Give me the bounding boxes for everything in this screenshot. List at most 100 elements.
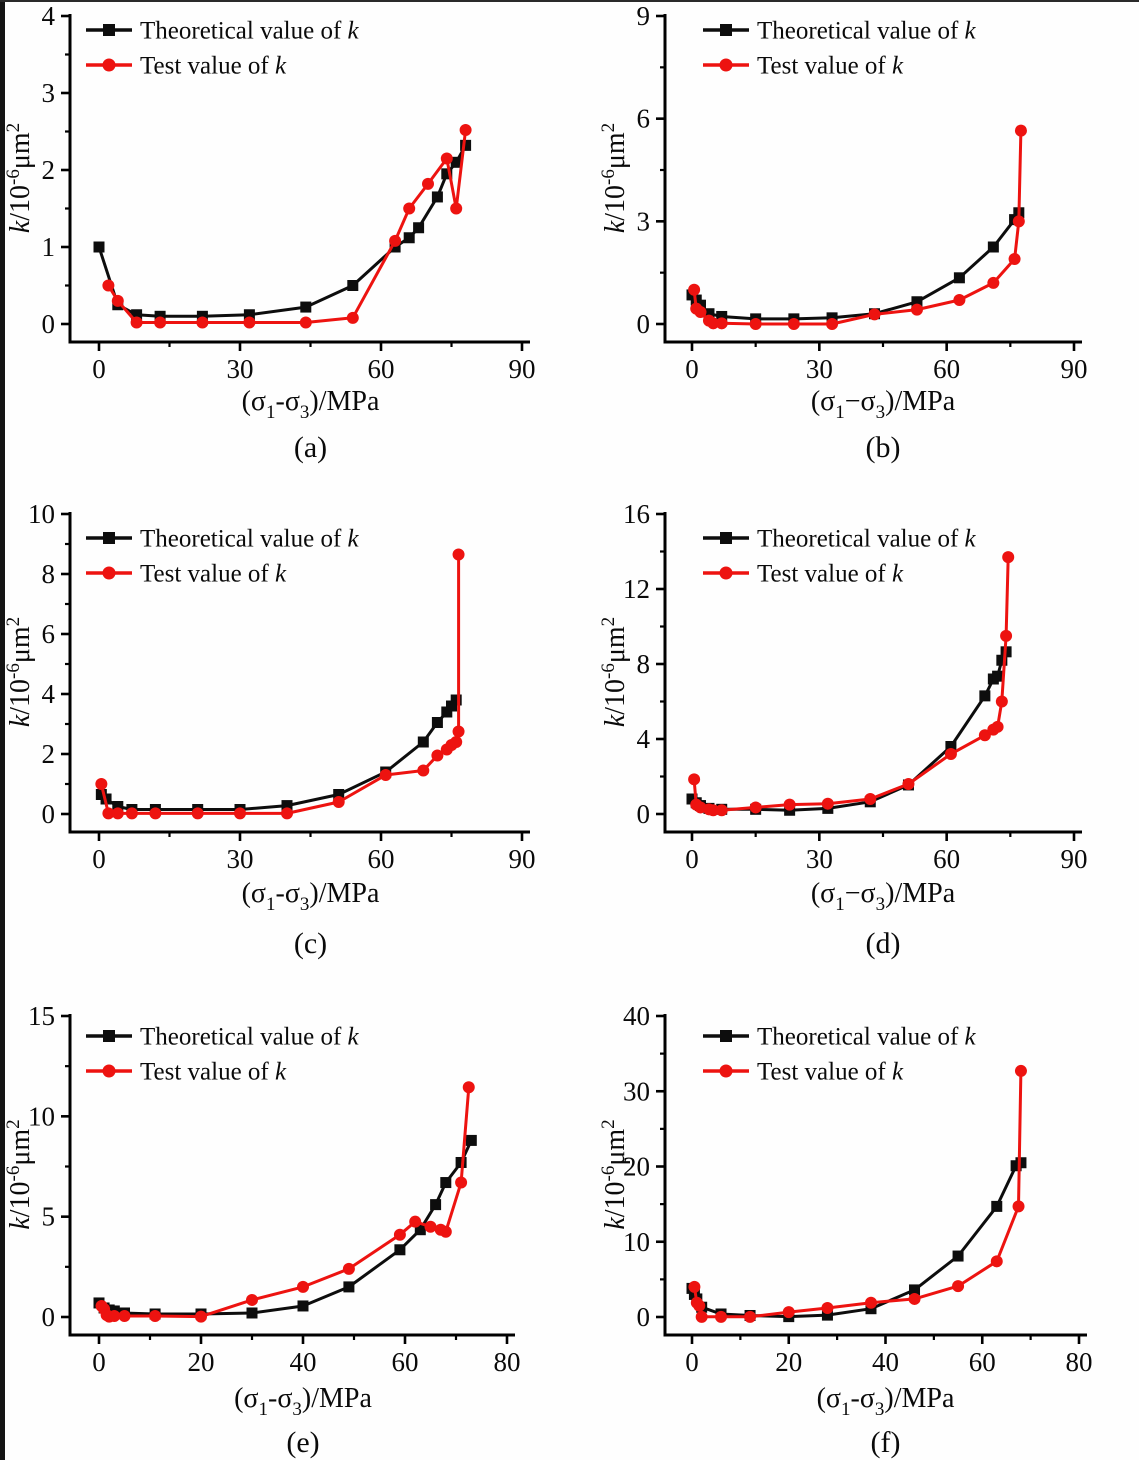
panel-letter-a: (a) (293, 431, 328, 464)
svg-text:6: 6 (42, 619, 56, 649)
svg-text:(σ1−σ3)/MPa: (σ1−σ3)/MPa (811, 386, 956, 423)
panel-letter-d: (d) (865, 927, 901, 960)
svg-text:k/10-6μm2: k/10-6μm2 (3, 123, 36, 233)
svg-text:0: 0 (42, 309, 56, 339)
svg-text:4: 4 (42, 679, 56, 709)
svg-text:(σ1−σ3)/MPa: (σ1−σ3)/MPa (811, 878, 956, 915)
svg-text:Theoretical value of k: Theoretical value of k (757, 526, 977, 553)
svg-text:5: 5 (42, 1202, 56, 1232)
svg-text:Test value of k: Test value of k (140, 561, 287, 588)
chart-c: 0 30 60 90 0 2 4 6 8 10 (σ1-σ3)/MPa k/10-6μm2 Theore… (3, 499, 536, 915)
chart-b: 0 30 60 90 0 3 6 9 (σ1−σ3)/MPa k/10-6μm2 Theoretic… (598, 1, 1088, 423)
svg-text:Test value of k: Test value of k (757, 561, 904, 588)
panel-e: 0 20 40 60 80 0 5 10 15 (σ1-σ3)/MPa k/10-6μm2 Theor… (0, 970, 570, 1460)
svg-text:2: 2 (42, 155, 56, 185)
svg-text:(σ1-σ3)/MPa: (σ1-σ3)/MPa (242, 386, 380, 423)
svg-text:0: 0 (637, 1302, 651, 1332)
scan-edge-top (0, 0, 1139, 2)
svg-text:Test value of k: Test value of k (140, 53, 287, 80)
svg-text:0: 0 (92, 1347, 106, 1377)
svg-text:90: 90 (509, 354, 536, 384)
svg-text:30: 30 (227, 844, 254, 874)
scan-edge-left (0, 0, 5, 1460)
svg-text:0: 0 (42, 799, 56, 829)
svg-text:10: 10 (28, 1101, 55, 1131)
svg-text:0: 0 (685, 354, 699, 384)
svg-text:10: 10 (623, 1227, 650, 1257)
svg-text:90: 90 (509, 844, 536, 874)
svg-text:0: 0 (92, 844, 106, 874)
svg-text:6: 6 (637, 104, 651, 134)
svg-text:60: 60 (933, 844, 960, 874)
svg-text:40: 40 (290, 1347, 317, 1377)
svg-text:80: 80 (494, 1347, 521, 1377)
svg-text:Theoretical value of k: Theoretical value of k (757, 1024, 977, 1051)
svg-text:90: 90 (1061, 354, 1088, 384)
svg-text:90: 90 (1061, 844, 1088, 874)
svg-text:(σ1-σ3)/MPa: (σ1-σ3)/MPa (817, 1383, 955, 1420)
svg-text:(σ1-σ3)/MPa: (σ1-σ3)/MPa (242, 878, 380, 915)
svg-text:0: 0 (685, 844, 699, 874)
svg-text:0: 0 (637, 309, 651, 339)
svg-text:8: 8 (42, 559, 56, 589)
chart-a: 0 30 60 90 0 1 2 3 4 (σ1-σ3)/MPa k/10-6μm2 Theoreti… (3, 1, 536, 423)
chart-d: 0 30 60 90 0 4 8 12 16 (σ1−σ3)/MPa k/10-6μm2 Theore… (598, 499, 1088, 915)
svg-text:30: 30 (806, 354, 833, 384)
svg-text:3: 3 (637, 206, 651, 236)
svg-text:1: 1 (42, 232, 56, 262)
svg-text:10: 10 (28, 499, 55, 529)
svg-text:15: 15 (28, 1001, 55, 1031)
svg-text:Theoretical value of k: Theoretical value of k (140, 18, 360, 45)
svg-text:Test value of k: Test value of k (140, 1059, 287, 1086)
svg-text:40: 40 (623, 1001, 650, 1031)
svg-text:16: 16 (623, 499, 650, 529)
svg-text:(σ1-σ3)/MPa: (σ1-σ3)/MPa (234, 1383, 372, 1420)
svg-text:3: 3 (42, 78, 56, 108)
svg-text:20: 20 (188, 1347, 215, 1377)
panel-letter-f: (f) (870, 1426, 901, 1459)
svg-text:60: 60 (969, 1347, 996, 1377)
svg-text:k/10-6μm2: k/10-6μm2 (598, 123, 631, 233)
svg-text:8: 8 (637, 649, 651, 679)
panel-letter-b: (b) (865, 431, 901, 464)
svg-text:k/10-6μm2: k/10-6μm2 (3, 1119, 36, 1229)
svg-text:4: 4 (42, 1, 56, 31)
svg-text:k/10-6μm2: k/10-6μm2 (598, 1119, 631, 1229)
panel-a: 0 30 60 90 0 1 2 3 4 (σ1-σ3)/MPa k/10-6μm2 Theoreti… (0, 0, 570, 470)
svg-text:60: 60 (368, 354, 395, 384)
svg-text:20: 20 (775, 1347, 802, 1377)
svg-text:20: 20 (623, 1152, 650, 1182)
svg-text:k/10-6μm2: k/10-6μm2 (3, 617, 36, 727)
svg-text:60: 60 (392, 1347, 419, 1377)
svg-text:12: 12 (623, 574, 650, 604)
svg-text:60: 60 (368, 844, 395, 874)
svg-text:Theoretical value of k: Theoretical value of k (140, 526, 360, 553)
svg-text:2: 2 (42, 739, 56, 769)
svg-text:60: 60 (933, 354, 960, 384)
panel-d: 0 30 60 90 0 4 8 12 16 (σ1−σ3)/MPa k/10-6μm2 Theore… (570, 470, 1139, 970)
svg-text:30: 30 (806, 844, 833, 874)
svg-text:4: 4 (637, 724, 651, 754)
svg-text:80: 80 (1066, 1347, 1093, 1377)
svg-text:40: 40 (872, 1347, 899, 1377)
svg-text:Theoretical value of k: Theoretical value of k (140, 1024, 360, 1051)
svg-text:0: 0 (42, 1302, 56, 1332)
panel-c: 0 30 60 90 0 2 4 6 8 10 (σ1-σ3)/MPa k/10-6μm2 Theore… (0, 470, 570, 970)
svg-text:30: 30 (623, 1076, 650, 1106)
svg-text:k/10-6μm2: k/10-6μm2 (598, 617, 631, 727)
svg-text:30: 30 (227, 354, 254, 384)
svg-text:Test value of k: Test value of k (757, 53, 904, 80)
svg-text:9: 9 (637, 1, 651, 31)
panel-f: 0 20 40 60 80 0 10 20 30 40 (σ1-σ3)/MPa k/10-6μm2 Th… (570, 970, 1139, 1460)
panel-letter-c: (c) (293, 927, 328, 960)
svg-text:Test value of k: Test value of k (757, 1059, 904, 1086)
svg-text:Theoretical value of k: Theoretical value of k (757, 18, 977, 45)
svg-text:0: 0 (637, 799, 651, 829)
panel-b: 0 30 60 90 0 3 6 9 (σ1−σ3)/MPa k/10-6μm2 Theoretic… (570, 0, 1139, 470)
panel-letter-e: (e) (286, 1426, 320, 1459)
svg-text:0: 0 (92, 354, 106, 384)
chart-e: 0 20 40 60 80 0 5 10 15 (σ1-σ3)/MPa k/10-6μm2 Theor… (3, 1001, 521, 1420)
chart-f: 0 20 40 60 80 0 10 20 30 40 (σ1-σ3)/MPa k/10-6μm2 Th… (598, 1001, 1093, 1420)
svg-text:0: 0 (685, 1347, 699, 1377)
